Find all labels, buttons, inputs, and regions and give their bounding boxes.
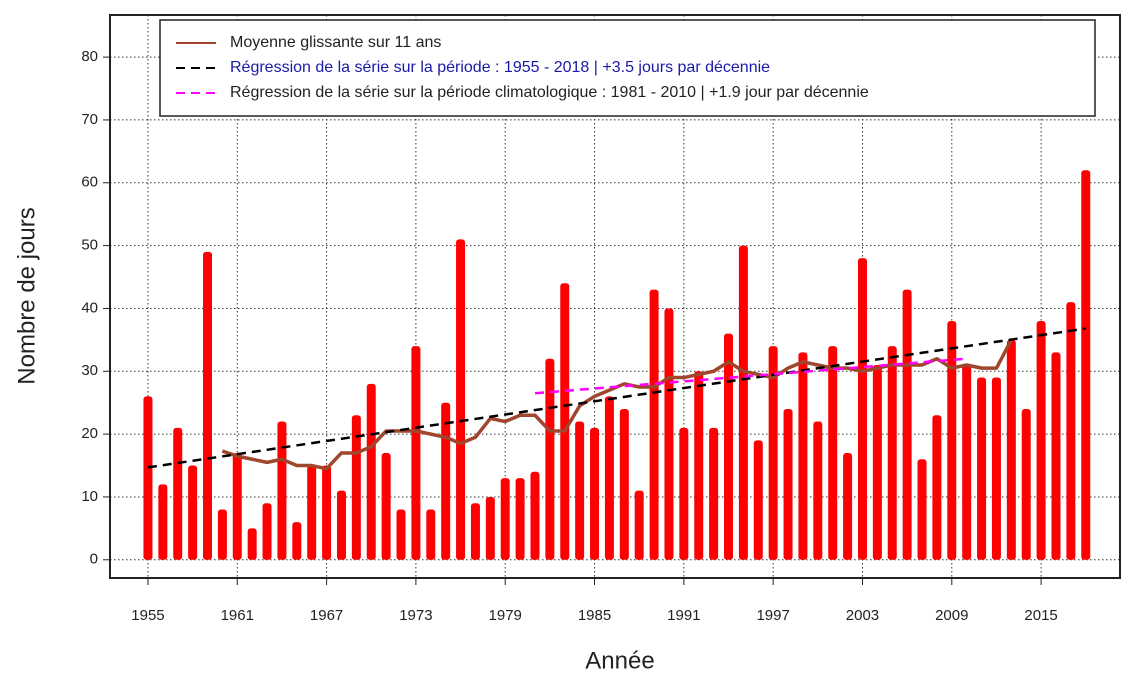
bar [590,427,600,560]
bar [1051,352,1061,560]
y-tick-label: 80 [81,48,98,65]
bar [813,421,823,560]
bar [560,283,570,560]
bar [1021,408,1031,560]
bar [679,427,689,560]
bar [724,333,734,560]
bar [485,496,495,560]
x-tick-label: 1997 [756,607,789,624]
y-axis-label: Nombre de jours [13,207,40,384]
bar [322,465,332,560]
bar [604,396,614,560]
bar [456,239,466,560]
bar [947,321,957,560]
legend-box [159,19,1096,117]
bar [977,377,987,560]
bar [232,452,242,560]
x-tick-label: 1985 [578,607,611,624]
bar [709,427,719,560]
bar [545,358,555,560]
bar [694,371,704,560]
bar [530,471,540,560]
x-tick-label: 2003 [846,607,879,624]
bar [188,465,198,560]
bar [634,490,644,560]
bar [203,251,213,560]
x-axis-label: Année [585,647,654,674]
x-tick-label: 2015 [1024,607,1057,624]
y-tick-label: 40 [81,299,98,316]
bar [470,503,480,560]
bar [336,490,346,560]
bar [753,440,763,560]
y-tick-label: 0 [90,551,98,568]
bar [173,427,183,560]
bar [307,465,317,560]
plot-frame [109,14,1121,579]
bar [664,308,674,560]
x-tick-label: 1961 [221,607,254,624]
bar [500,478,510,560]
x-tick-label: 2009 [935,607,968,624]
bar [143,396,153,560]
x-tick-label: 1955 [131,607,164,624]
bar [619,408,629,560]
y-tick-label: 10 [81,488,98,505]
legend-label: Régression de la série sur la période cl… [230,84,869,101]
bar [1081,170,1091,560]
bar [1006,339,1016,560]
bar [1066,302,1076,560]
bar [857,258,867,560]
bar [1036,321,1046,560]
legend-label: Régression de la série sur la période : … [230,59,770,76]
bar [262,503,272,560]
bar [843,452,853,560]
bar [247,528,257,560]
bar [872,364,882,560]
bar [217,509,227,560]
bar [738,245,748,560]
bar [768,346,778,560]
series-line [534,357,967,395]
bar [575,421,585,560]
bar [917,459,927,560]
bar [828,346,838,560]
y-tick-label: 30 [81,362,98,379]
bar [991,377,1001,560]
bar [902,289,912,560]
y-tick-label: 70 [81,111,98,128]
bar [411,346,421,560]
bar [396,509,406,560]
y-tick-label: 20 [81,425,98,442]
bar [292,522,302,560]
legend-label: Moyenne glissante sur 11 ans [230,34,441,51]
bar [158,484,168,560]
series-line [147,327,1086,469]
bar [887,346,897,560]
bar [783,408,793,560]
bar [962,364,972,560]
bar [441,402,451,560]
x-tick-label: 1967 [310,607,343,624]
y-tick-label: 50 [81,237,98,254]
x-tick-label: 1979 [489,607,522,624]
bar [426,509,436,560]
bar [798,352,808,560]
bar [366,383,376,560]
bar [277,421,287,560]
bar [932,415,942,560]
bar [649,289,659,560]
x-tick-label: 1991 [667,607,700,624]
bar [515,478,525,560]
x-tick-label: 1973 [399,607,432,624]
y-tick-label: 60 [81,174,98,191]
bar [381,452,391,560]
